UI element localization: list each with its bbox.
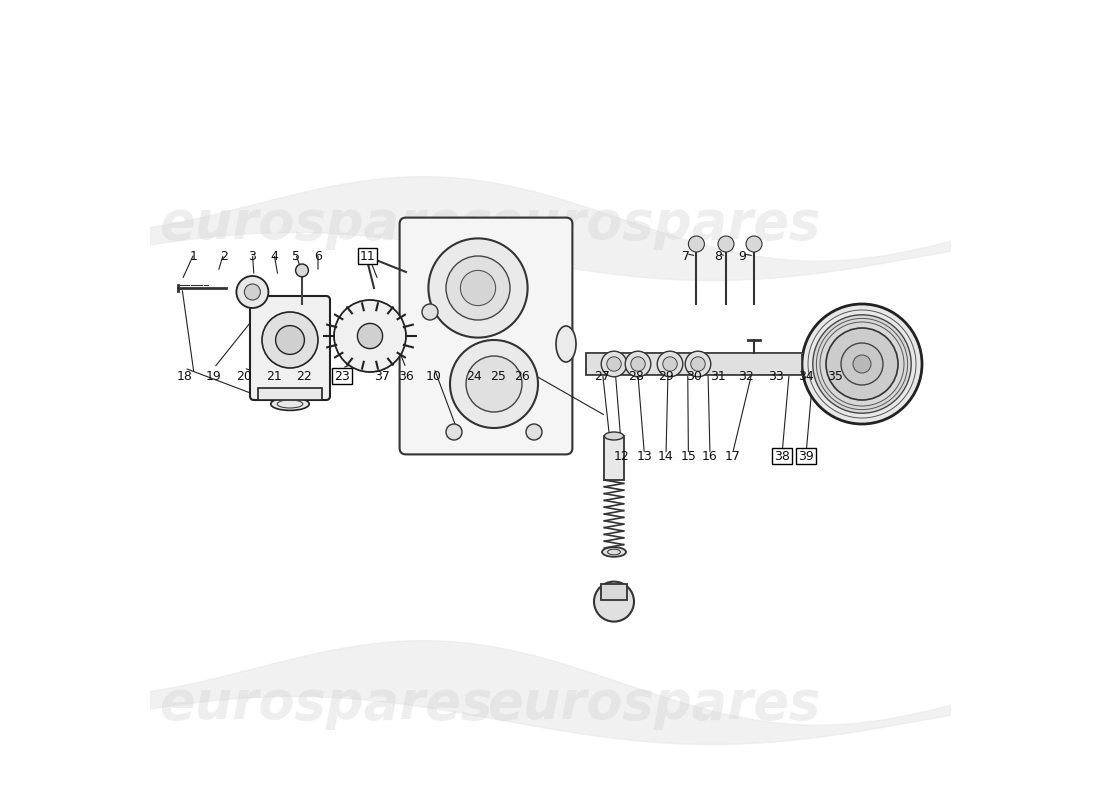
Text: 21: 21 — [266, 370, 282, 382]
Text: eurospares: eurospares — [487, 198, 821, 250]
Circle shape — [594, 582, 634, 622]
Text: 37: 37 — [374, 370, 389, 382]
Circle shape — [428, 238, 528, 338]
Text: 27: 27 — [594, 370, 609, 382]
Text: 35: 35 — [827, 370, 843, 382]
Circle shape — [602, 351, 627, 377]
Circle shape — [657, 351, 683, 377]
Circle shape — [630, 357, 646, 371]
Circle shape — [625, 351, 651, 377]
Text: 12: 12 — [614, 450, 630, 462]
Text: 16: 16 — [702, 450, 718, 462]
FancyBboxPatch shape — [399, 218, 572, 454]
FancyBboxPatch shape — [250, 296, 330, 400]
Circle shape — [334, 300, 406, 372]
Text: 28: 28 — [628, 370, 645, 382]
Text: 39: 39 — [799, 450, 814, 462]
Text: 10: 10 — [426, 370, 442, 382]
Circle shape — [466, 356, 522, 412]
Circle shape — [607, 357, 621, 371]
Circle shape — [450, 340, 538, 428]
Circle shape — [746, 236, 762, 252]
Circle shape — [446, 424, 462, 440]
Text: 24: 24 — [466, 370, 482, 382]
Text: 34: 34 — [799, 370, 814, 382]
Text: 8: 8 — [714, 250, 722, 262]
Text: 30: 30 — [686, 370, 702, 382]
Text: 1: 1 — [190, 250, 198, 262]
Text: 2: 2 — [220, 250, 228, 262]
Text: eurospares: eurospares — [160, 678, 493, 730]
Text: 32: 32 — [738, 370, 754, 382]
Circle shape — [685, 351, 711, 377]
Circle shape — [663, 357, 678, 371]
Text: 25: 25 — [491, 370, 506, 382]
Text: 33: 33 — [768, 370, 783, 382]
Text: 38: 38 — [774, 450, 790, 462]
Ellipse shape — [556, 326, 576, 362]
Text: 15: 15 — [681, 450, 696, 462]
Circle shape — [689, 236, 704, 252]
Text: 14: 14 — [658, 450, 674, 462]
Text: 20: 20 — [235, 370, 252, 382]
Circle shape — [276, 326, 305, 354]
Bar — [602, 584, 627, 600]
Bar — [258, 388, 322, 400]
Text: 22: 22 — [296, 370, 311, 382]
Circle shape — [691, 357, 705, 371]
Circle shape — [422, 304, 438, 320]
Bar — [586, 353, 802, 375]
Text: 13: 13 — [637, 450, 652, 462]
Ellipse shape — [271, 398, 309, 410]
Circle shape — [718, 236, 734, 252]
Text: 29: 29 — [658, 370, 674, 382]
Circle shape — [244, 284, 261, 300]
Text: 6: 6 — [315, 250, 322, 262]
Text: 11: 11 — [360, 250, 375, 262]
Text: 19: 19 — [206, 370, 222, 382]
Bar — [604, 436, 624, 480]
Text: 31: 31 — [711, 370, 726, 382]
Circle shape — [842, 343, 883, 385]
Text: 36: 36 — [398, 370, 414, 382]
Circle shape — [236, 276, 268, 308]
Circle shape — [852, 355, 871, 373]
Circle shape — [262, 312, 318, 368]
Circle shape — [358, 323, 383, 349]
Text: 17: 17 — [725, 450, 740, 462]
Text: 26: 26 — [514, 370, 530, 382]
Text: 7: 7 — [682, 250, 690, 262]
Text: 3: 3 — [249, 250, 256, 262]
Circle shape — [446, 256, 510, 320]
Circle shape — [461, 270, 496, 306]
Ellipse shape — [602, 547, 626, 557]
Text: 9: 9 — [738, 250, 746, 262]
Text: eurospares: eurospares — [487, 678, 821, 730]
Text: 4: 4 — [271, 250, 278, 262]
Circle shape — [526, 424, 542, 440]
Circle shape — [826, 328, 898, 400]
Text: 18: 18 — [176, 370, 192, 382]
Text: 23: 23 — [334, 370, 350, 382]
Text: eurospares: eurospares — [160, 198, 493, 250]
Circle shape — [296, 264, 308, 277]
Circle shape — [802, 304, 922, 424]
Circle shape — [813, 314, 911, 413]
Ellipse shape — [604, 432, 624, 440]
Text: 5: 5 — [292, 250, 299, 262]
